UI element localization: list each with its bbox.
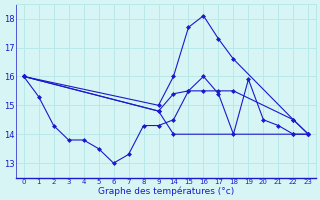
X-axis label: Graphe des températures (°c): Graphe des températures (°c) [98, 186, 234, 196]
